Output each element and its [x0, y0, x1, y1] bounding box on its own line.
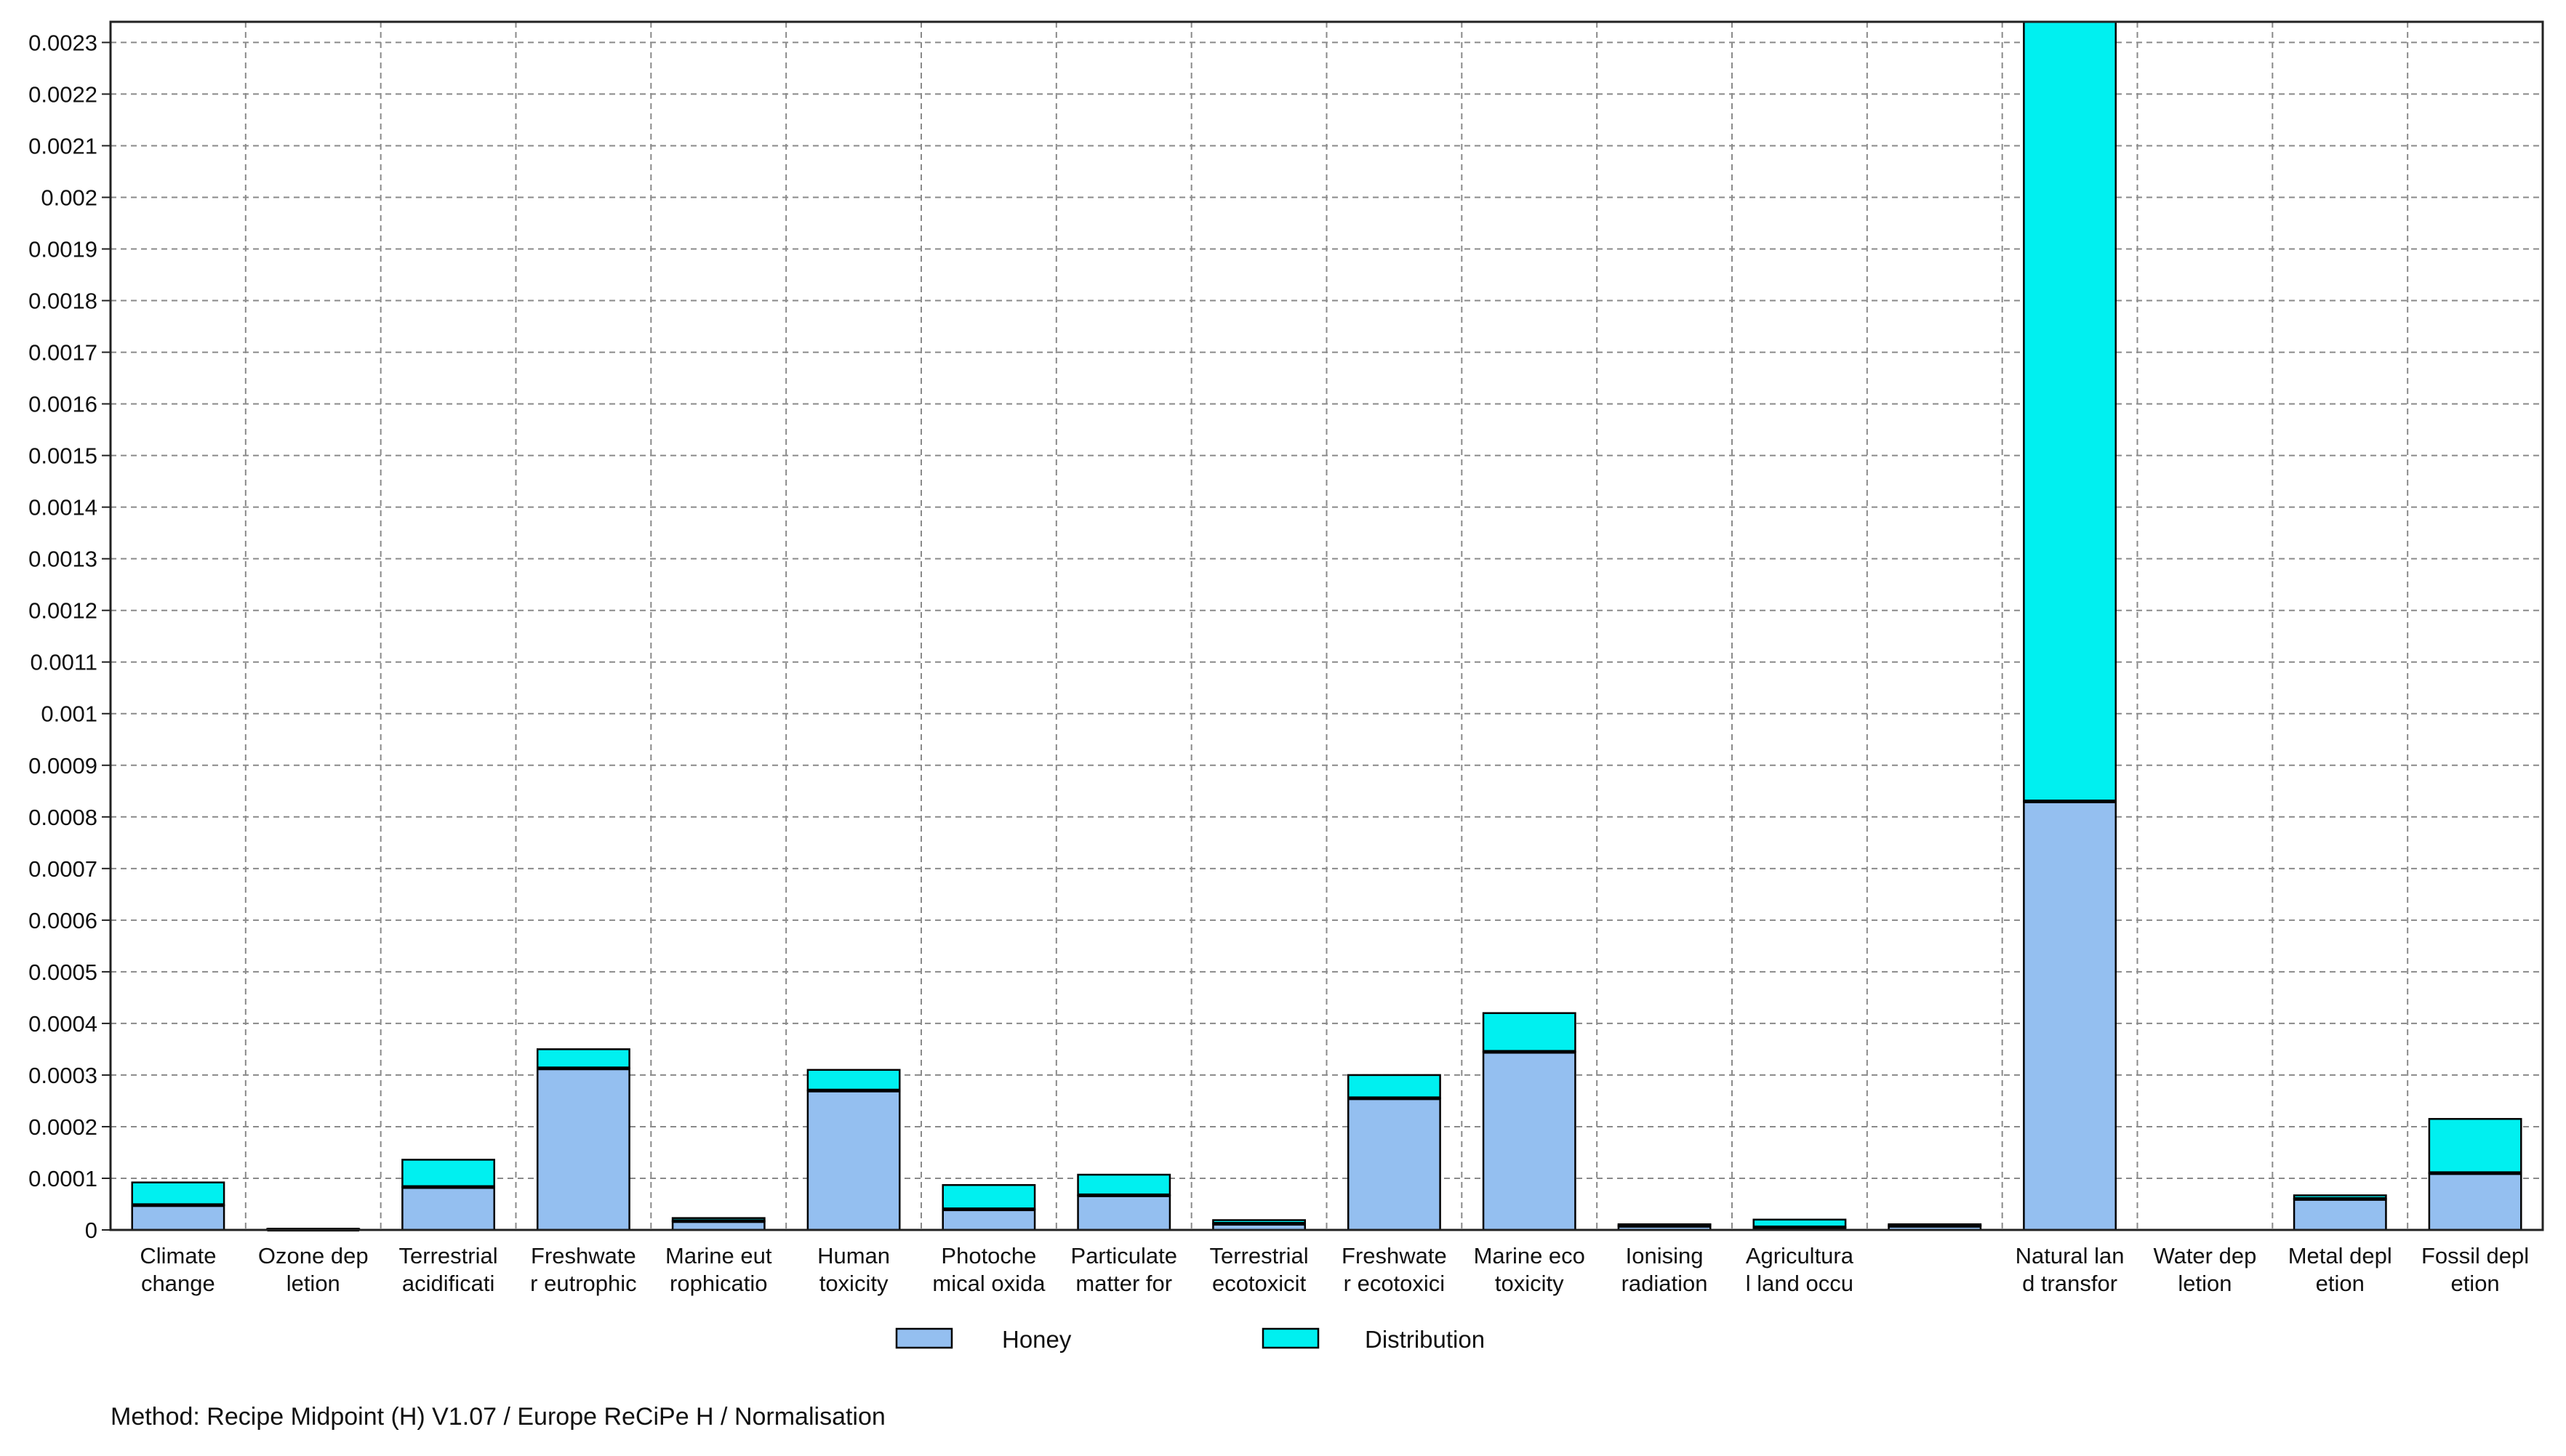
x-tick-label: Particulate	[1071, 1243, 1177, 1268]
bar-honey	[2294, 1199, 2386, 1230]
legend-swatch	[1263, 1329, 1318, 1348]
y-tick-label: 0.0002	[28, 1114, 97, 1140]
y-tick-label: 0.0023	[28, 30, 97, 55]
x-tick-label: Metal depl	[2288, 1243, 2392, 1268]
x-tick-label: Fossil depl	[2421, 1243, 2529, 1268]
legend-label: Distribution	[1365, 1326, 1485, 1353]
x-tick-label: etion	[2450, 1271, 2499, 1296]
x-tick-label: Water dep	[2153, 1243, 2256, 1268]
y-tick-label: 0.0011	[30, 650, 97, 675]
x-tick-label: Marine eco	[1474, 1243, 1585, 1268]
x-tick-label: ecotoxicit	[1212, 1271, 1307, 1296]
bar-honey	[943, 1210, 1035, 1230]
bar-honey	[1483, 1052, 1575, 1230]
bar-distribution	[1483, 1013, 1575, 1052]
bar-honey	[537, 1069, 629, 1230]
x-tick-label: Freshwate	[1342, 1243, 1447, 1268]
x-tick-label: radiation	[1621, 1271, 1708, 1296]
bar-honey	[2024, 801, 2115, 1230]
bar-distribution	[943, 1185, 1035, 1209]
x-tick-label: acidificati	[402, 1271, 495, 1296]
bar-distribution	[2429, 1119, 2521, 1173]
x-tick-label: r eutrophic	[530, 1271, 636, 1296]
x-tick-label: Climate	[140, 1243, 216, 1268]
method-caption: Method: Recipe Midpoint (H) V1.07 / Euro…	[111, 1403, 886, 1431]
x-tick-label: Agricultura	[1746, 1243, 1854, 1268]
y-tick-label: 0.0003	[28, 1063, 97, 1088]
y-tick-label: 0.0009	[28, 753, 97, 779]
x-tick-label: Terrestrial	[399, 1243, 498, 1268]
x-tick-label: Freshwate	[531, 1243, 636, 1268]
x-tick-label: rophicatio	[670, 1271, 767, 1296]
bar-honey	[808, 1090, 899, 1230]
x-tick-label: Natural lan	[2016, 1243, 2125, 1268]
legend-label: Honey	[1002, 1326, 1072, 1353]
y-tick-label: 0.0004	[28, 1011, 97, 1037]
y-tick-label: 0.0001	[28, 1166, 97, 1191]
x-tick-label: toxicity	[1495, 1271, 1564, 1296]
y-tick-label: 0.0018	[28, 289, 97, 314]
legend-swatch	[897, 1329, 952, 1348]
x-tick-label: matter for	[1075, 1271, 1172, 1296]
bar-honey	[2429, 1173, 2521, 1230]
bar-distribution	[402, 1159, 494, 1187]
y-tick-label: 0.002	[41, 185, 97, 210]
y-tick-label: 0.0014	[28, 495, 97, 520]
y-tick-label: 0.0017	[28, 340, 97, 366]
y-tick-label: 0.0015	[28, 443, 97, 469]
bar-honey	[132, 1205, 224, 1230]
y-tick-label: 0.0022	[28, 81, 97, 107]
y-tick-label: 0	[85, 1218, 97, 1243]
bar-honey	[1078, 1195, 1170, 1230]
y-tick-label: 0.0013	[28, 547, 97, 572]
x-tick-label: Photoche	[941, 1243, 1036, 1268]
x-tick-label: Ionising	[1626, 1243, 1704, 1268]
bar-distribution	[1348, 1075, 1440, 1098]
bar-honey	[402, 1187, 494, 1230]
x-tick-label: Marine eut	[665, 1243, 772, 1268]
x-tick-label: Human	[817, 1243, 890, 1268]
x-tick-label: r ecotoxici	[1344, 1271, 1446, 1296]
y-tick-label: 0.0005	[28, 960, 97, 985]
y-tick-label: 0.0007	[28, 856, 97, 882]
x-tick-label: toxicity	[819, 1271, 889, 1296]
bar-distribution	[2024, 22, 2115, 801]
x-tick-label: Ozone dep	[258, 1243, 369, 1268]
x-tick-label: mical oxida	[932, 1271, 1046, 1296]
x-tick-label: letion	[286, 1271, 340, 1296]
x-tick-label: d transfor	[2022, 1271, 2117, 1296]
y-tick-label: 0.0021	[28, 133, 97, 158]
bar-distribution	[1078, 1175, 1170, 1195]
bar-distribution	[537, 1049, 629, 1068]
bar-honey	[1348, 1098, 1440, 1230]
x-tick-label: Terrestrial	[1210, 1243, 1309, 1268]
bar-distribution	[808, 1070, 899, 1090]
y-tick-label: 0.0016	[28, 392, 97, 417]
x-tick-label: letion	[2178, 1271, 2232, 1296]
bar-distribution	[132, 1183, 224, 1205]
y-tick-label: 0.001	[41, 701, 97, 727]
x-tick-label: etion	[2316, 1271, 2365, 1296]
x-tick-label: change	[141, 1271, 215, 1296]
y-tick-label: 0.0019	[28, 237, 97, 262]
x-tick-label: l land occu	[1746, 1271, 1853, 1296]
y-tick-label: 0.0008	[28, 805, 97, 830]
y-tick-label: 0.0006	[28, 908, 97, 933]
y-tick-label: 0.0012	[28, 598, 97, 624]
